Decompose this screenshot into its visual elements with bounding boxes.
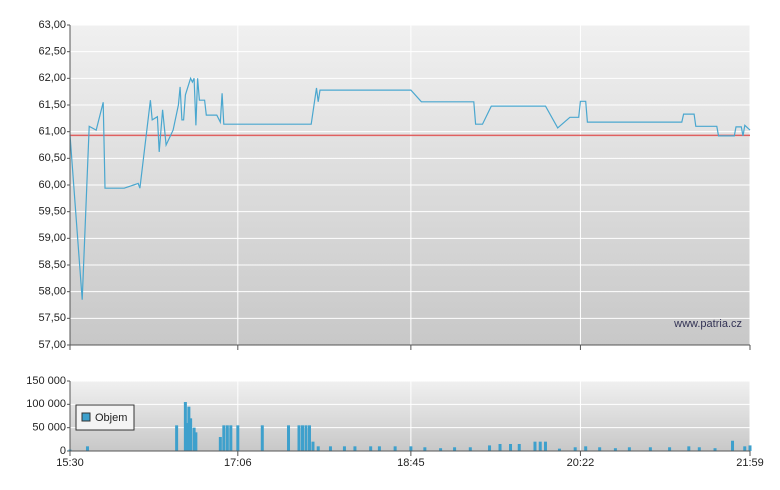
y-tick-label: 0	[60, 445, 66, 457]
volume-bar	[748, 445, 752, 451]
y-tick-label: 62,00	[38, 72, 66, 84]
y-tick-label: 150 000	[26, 375, 66, 387]
volume-bar	[743, 446, 747, 451]
y-tick-label: 61,50	[38, 99, 66, 111]
volume-bar	[731, 440, 735, 451]
volume-bar	[573, 447, 577, 451]
volume-bar	[409, 446, 413, 451]
y-tick-label: 59,00	[38, 232, 66, 244]
legend-label: Objem	[95, 412, 127, 424]
volume-bar	[393, 446, 397, 451]
volume-bar	[192, 427, 196, 451]
volume-bar	[488, 445, 492, 451]
volume-bar	[187, 406, 191, 451]
price-line	[69, 76, 751, 300]
y-tick-label: 57,00	[38, 339, 66, 351]
volume-bar	[613, 448, 617, 451]
volume-bar	[328, 446, 332, 451]
volume-bar	[287, 425, 291, 451]
volume-bar	[304, 425, 308, 451]
volume-bar	[218, 437, 222, 451]
volume-bar	[668, 447, 672, 451]
plot-area	[70, 381, 750, 451]
volume-bar	[222, 425, 226, 451]
volume-bar	[316, 446, 320, 451]
volume-bar	[538, 441, 542, 451]
volume-bar	[229, 425, 233, 451]
volume-bar	[598, 447, 602, 451]
x-tick-label: 21:59	[736, 457, 764, 469]
volume-bar	[297, 425, 301, 451]
volume-bar	[687, 446, 691, 451]
x-tick-label: 18:45	[397, 457, 425, 469]
volume-bar	[342, 446, 346, 451]
y-tick-label: 60,50	[38, 152, 66, 164]
volume-bar	[584, 446, 588, 451]
legend-swatch	[81, 412, 91, 422]
volume-bar	[543, 441, 547, 451]
volume-bar	[517, 444, 521, 451]
y-tick-label: 59,50	[38, 206, 66, 218]
volume-bar	[453, 447, 457, 451]
y-tick-label: 63,00	[38, 19, 66, 31]
volume-bar	[85, 446, 89, 451]
volume-bar	[369, 446, 373, 451]
volume-bar	[307, 425, 311, 451]
volume-bar	[185, 423, 189, 451]
x-tick-label: 20:22	[567, 457, 595, 469]
volume-bar	[236, 425, 240, 451]
volume-bar	[697, 447, 701, 451]
volume-bar	[300, 425, 304, 451]
x-tick-label: 17:06	[224, 457, 252, 469]
volume-bar	[175, 425, 179, 451]
volume-bar	[377, 446, 381, 451]
volume-bar	[183, 402, 187, 451]
volume-bar	[353, 446, 357, 451]
volume-bar	[311, 441, 315, 451]
x-tick-label: 15:30	[56, 457, 84, 469]
volume-bar	[468, 447, 472, 451]
y-tick-label: 62,50	[38, 46, 66, 58]
volume-bar	[194, 432, 198, 451]
volume-bar	[260, 425, 264, 451]
y-tick-label: 100 000	[26, 398, 66, 410]
y-tick-label: 57,50	[38, 312, 66, 324]
volume-bar	[713, 448, 717, 451]
volume-bar	[648, 447, 652, 451]
volume-bar	[189, 418, 193, 451]
y-tick-label: 61,00	[38, 126, 66, 138]
volume-bar	[498, 444, 502, 451]
y-tick-label: 58,00	[38, 286, 66, 298]
volume-bar	[533, 441, 537, 451]
volume-bar	[627, 447, 631, 451]
watermark: www.patria.cz	[673, 318, 742, 330]
volume-bar	[557, 448, 561, 451]
volume-bar	[509, 444, 513, 451]
y-tick-label: 58,50	[38, 259, 66, 271]
volume-bar	[225, 425, 229, 451]
y-tick-label: 50 000	[32, 422, 66, 434]
y-tick-label: 60,00	[38, 179, 66, 191]
volume-bar	[423, 447, 427, 451]
volume-bar	[439, 448, 443, 451]
